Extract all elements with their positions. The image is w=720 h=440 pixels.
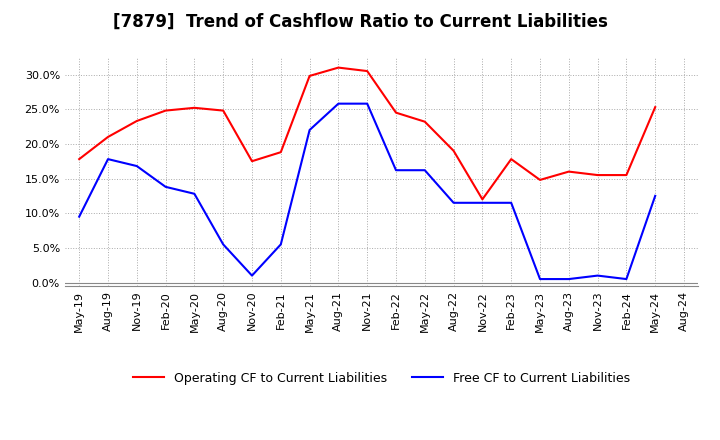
Legend: Operating CF to Current Liabilities, Free CF to Current Liabilities: Operating CF to Current Liabilities, Fre… bbox=[127, 367, 636, 389]
Text: [7879]  Trend of Cashflow Ratio to Current Liabilities: [7879] Trend of Cashflow Ratio to Curren… bbox=[112, 13, 608, 31]
